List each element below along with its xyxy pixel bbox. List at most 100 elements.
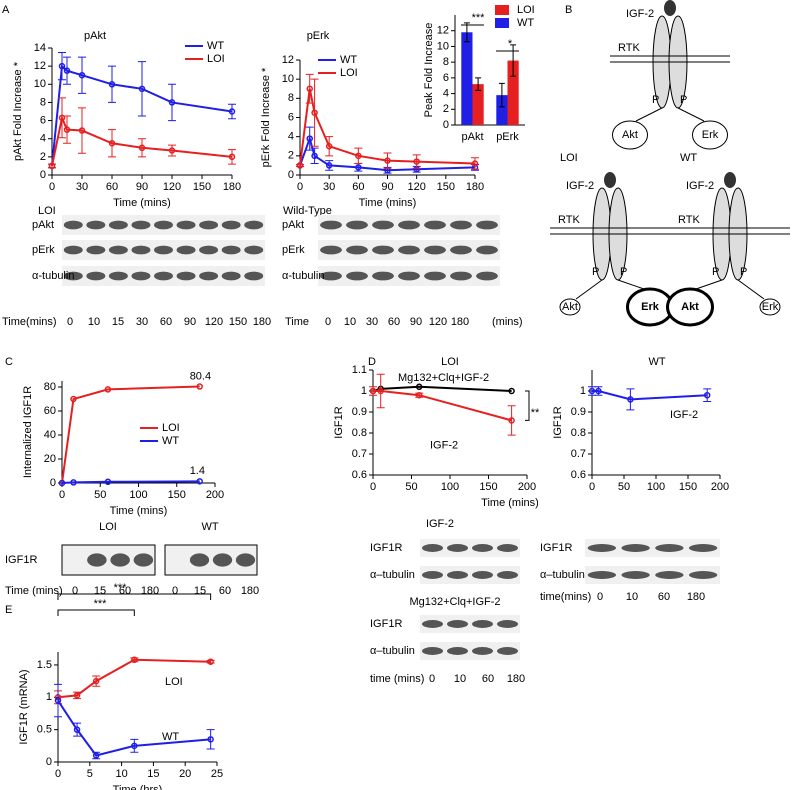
error-bar bbox=[78, 107, 86, 154]
x-axis-label: Time (mins) bbox=[359, 197, 417, 209]
data-label: 80.4 bbox=[190, 370, 211, 382]
error-bar bbox=[383, 152, 392, 169]
data-point bbox=[58, 62, 66, 70]
x-tick-label: 150 bbox=[193, 181, 211, 193]
annotation: * bbox=[508, 38, 513, 50]
blot-band bbox=[86, 245, 106, 255]
blot-time: 0 bbox=[597, 591, 603, 603]
y-tick-label: 60 bbox=[44, 405, 56, 417]
y-tick-label: 1.5 bbox=[37, 659, 52, 671]
blot-time: 180 bbox=[507, 673, 525, 685]
blot-band bbox=[176, 271, 196, 281]
data-point bbox=[78, 127, 86, 134]
y-tick-label: 0.8 bbox=[571, 427, 586, 439]
data-point bbox=[306, 85, 313, 92]
blot-band bbox=[221, 245, 241, 255]
ligand-label: IGF-2 bbox=[626, 8, 654, 20]
y-tick-label: 0 bbox=[288, 169, 294, 181]
phospho-label: P bbox=[680, 94, 687, 106]
series-line bbox=[299, 88, 476, 166]
arrow bbox=[635, 107, 663, 122]
data-point bbox=[73, 692, 81, 699]
blot-time-label: time (mins) bbox=[370, 673, 424, 685]
data-point bbox=[63, 67, 71, 74]
x-tick-label: 150 bbox=[437, 181, 455, 193]
target bbox=[612, 120, 648, 150]
error-bar bbox=[463, 22, 470, 43]
blot-band bbox=[422, 620, 443, 628]
blot-time: 60 bbox=[119, 585, 131, 597]
blot-strip bbox=[585, 566, 720, 584]
blot-band bbox=[199, 220, 219, 230]
blot-band bbox=[422, 571, 443, 579]
blot-row-label: pAkt bbox=[32, 219, 54, 231]
data-point bbox=[58, 479, 66, 487]
data-point bbox=[48, 162, 56, 170]
series-label: IGF-2 bbox=[670, 409, 698, 421]
blot-band bbox=[472, 544, 493, 552]
data-point bbox=[58, 114, 66, 122]
ligand bbox=[604, 172, 616, 188]
blot-strip bbox=[420, 566, 520, 584]
y-tick-label: 1.1 bbox=[352, 364, 367, 376]
blot-band bbox=[472, 571, 493, 579]
blot-band bbox=[221, 220, 241, 230]
legend-label: LOI bbox=[207, 53, 225, 65]
blot-band bbox=[372, 220, 394, 230]
blot-band bbox=[133, 553, 154, 567]
receptor-label: RTK bbox=[618, 42, 640, 54]
data-point bbox=[413, 158, 420, 165]
blot-band bbox=[472, 647, 493, 655]
blot-band bbox=[422, 647, 443, 655]
x-tick-label: 0 bbox=[55, 768, 61, 780]
data-point bbox=[168, 147, 176, 154]
error-bar bbox=[78, 56, 86, 94]
y-tick-label: 0.7 bbox=[352, 448, 367, 460]
data-point bbox=[108, 140, 116, 147]
blot-row-label: α-tubulin bbox=[32, 270, 74, 282]
x-tick-label: 150 bbox=[679, 481, 697, 493]
blot-time: 180 bbox=[253, 316, 271, 328]
series-line bbox=[61, 385, 200, 484]
error-bar bbox=[58, 52, 66, 81]
y-tick-label: 6 bbox=[288, 111, 294, 123]
y-tick-label: 10 bbox=[282, 73, 294, 85]
data-point bbox=[415, 383, 423, 391]
x-tick-label: 100 bbox=[647, 481, 665, 493]
data-point bbox=[627, 396, 634, 403]
blot-row-label: IGF1R bbox=[370, 542, 402, 554]
blot-band bbox=[131, 245, 151, 255]
panel-label: C bbox=[5, 356, 13, 368]
target-label: Erk bbox=[762, 301, 779, 313]
data-point bbox=[131, 656, 138, 664]
error-bar bbox=[138, 61, 146, 117]
y-tick-label: 0 bbox=[46, 756, 52, 768]
data-point bbox=[369, 387, 377, 395]
blot-time-label: Time (mins) bbox=[5, 585, 63, 597]
ligand-label: IGF-2 bbox=[566, 180, 594, 192]
blot-band bbox=[398, 245, 420, 255]
blot-title: Wild-Type bbox=[283, 205, 332, 217]
blot-time: 60 bbox=[482, 673, 494, 685]
y-tick-label: 12 bbox=[34, 60, 46, 72]
x-tick-label: 0 bbox=[370, 481, 376, 493]
error-bar bbox=[73, 722, 82, 737]
y-tick-label: 0 bbox=[40, 169, 46, 181]
target-label: Erk bbox=[702, 129, 719, 141]
blot-row-label: α–tubulin bbox=[540, 569, 585, 581]
ligand bbox=[664, 0, 676, 16]
data-point bbox=[306, 135, 313, 142]
error-bar bbox=[412, 154, 421, 169]
x-tick-label: 30 bbox=[76, 181, 88, 193]
y-tick-label: 2 bbox=[443, 103, 449, 115]
blot-row-label: IGF1R bbox=[5, 554, 37, 566]
data-point bbox=[325, 143, 333, 150]
blot-band bbox=[587, 571, 617, 579]
blot-time: 60 bbox=[160, 316, 172, 328]
blot-time: 15 bbox=[194, 585, 206, 597]
data-point bbox=[311, 109, 318, 116]
y-tick-label: 6 bbox=[40, 114, 46, 126]
blot-row-label: pErk bbox=[32, 244, 55, 256]
arrow bbox=[695, 279, 723, 290]
blot-time: 10 bbox=[344, 316, 356, 328]
